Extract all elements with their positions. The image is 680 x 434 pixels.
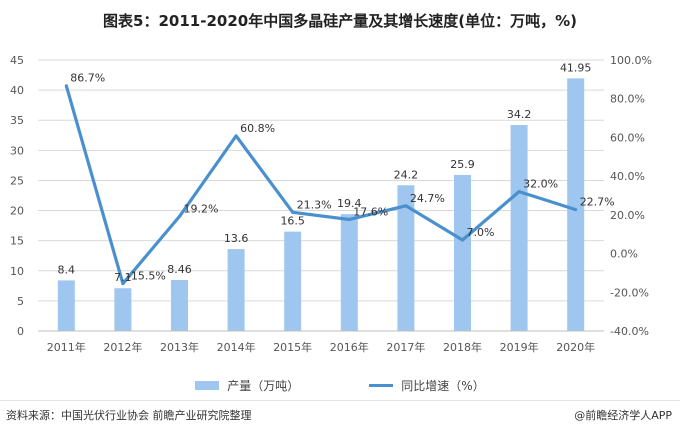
bar [340,214,358,331]
footer-divider [0,400,680,401]
left-tick-label: 15 [10,235,24,248]
growth-line [64,85,577,286]
left-tick-label: 10 [10,265,24,278]
right-tick-label: 80.0% [610,93,645,106]
growth-value-label: 17.6% [353,206,388,219]
line-point [347,218,351,222]
x-tick-label: 2016年 [330,340,369,354]
bar-value-label: 34.2 [507,108,532,121]
source-note: 资料来源：中国光伏行业协会 前瞻产业研究院整理 [6,409,252,422]
bar-value-label: 16.5 [280,215,305,228]
bar-value-label: 19.4 [337,197,362,210]
left-tick-label: 40 [10,84,24,97]
left-tick-label: 5 [17,295,24,308]
legend-item-growth[interactable]: 同比增速（%） [369,377,485,394]
line-swatch [369,384,394,387]
bar-value-label: 13.6 [224,232,249,245]
bar-swatch [195,381,220,390]
x-axis: 2011年 2012年 2013年 2014年 2015年 2016年 2017年 2018年… [38,330,604,354]
x-tick-label: 2020年 [556,340,595,354]
bar [57,280,75,331]
bar [454,175,471,331]
legend-label-growth: 同比增速（%） [401,379,485,393]
bar [114,288,132,331]
line-point [404,204,408,208]
bar [397,185,415,331]
bar-value-label: 8.46 [167,263,192,276]
legend-label-output: 产量（万吨） [227,379,300,393]
right-tick-label: -20.0% [610,286,649,299]
line-point [121,282,125,286]
legend-item-output[interactable]: 产量（万吨） [195,377,299,394]
line-point [234,134,238,138]
right-tick-label: 20.0% [610,209,645,222]
line-point [291,210,295,214]
line-point [574,208,578,212]
right-tick-label: -40.0% [610,325,649,338]
left-tick-label: 35 [10,114,24,127]
right-tick-label: 40.0% [610,170,645,183]
right-tick-label: 100.0% [610,54,652,67]
bar [227,249,245,331]
bar-series [57,78,585,332]
bar-value-label: 8.4 [58,263,76,276]
left-tick-label: 20 [10,205,24,218]
x-tick-label: 2012年 [103,340,142,354]
left-y-axis: 0 5 10 15 20 25 30 35 40 45 [10,54,24,338]
brand-credit: @前瞻经济学人APP [574,409,672,422]
line-point [461,238,464,242]
line-point [178,214,181,218]
bar [567,78,585,332]
growth-value-label: 19.2% [184,202,219,215]
bar-value-label: 41.95 [560,61,592,74]
x-tick-label: 2018年 [443,340,482,354]
growth-value-label: 22.7% [580,196,615,209]
growth-value-label: -15.5% [127,270,166,283]
growth-value-label: 24.7% [410,192,445,205]
left-tick-label: 45 [10,54,24,67]
x-tick-label: 2015年 [273,340,312,354]
x-tick-label: 2013年 [160,340,199,354]
legend: 产量（万吨） 同比增速（%） [0,377,680,394]
line-point [64,84,68,88]
left-tick-label: 25 [10,174,24,187]
bar-value-label: 7.1 [114,271,132,284]
x-tick-label: 2014年 [217,340,256,354]
left-tick-label: 0 [17,325,24,338]
chart-title: 图表5：2011-2020年中国多晶硅产量及其增长速度(单位：万吨，%) [103,12,577,30]
bar [171,280,188,331]
x-tick-label: 2017年 [386,340,425,354]
growth-value-label: 32.0% [523,178,558,191]
x-tick-label: 2011年 [47,340,86,354]
growth-line-series [64,84,578,286]
growth-value-label: 21.3% [297,198,332,211]
line-point [517,190,521,194]
growth-value-label: 60.8% [240,122,275,135]
x-tick-label: 2019年 [500,340,539,354]
bar [510,125,528,331]
bar-value-label: 25.9 [450,158,475,171]
growth-value-label: 86.7% [70,72,105,85]
right-tick-label: 60.0% [610,131,645,144]
right-y-axis: -40.0% -20.0% 0.0% 20.0% 40.0% 60.0% 80.0% 100.… [610,54,652,338]
left-tick-label: 30 [10,144,24,157]
data-labels: 8.4 7.1 8.46 13.6 16.5 19.4 24.2 25.9 34.2 41.95 8… [58,61,615,284]
bar [284,231,302,331]
bar-value-label: 24.2 [394,168,419,181]
right-tick-label: 0.0% [610,248,638,261]
growth-value-label: 7.0% [467,226,495,239]
